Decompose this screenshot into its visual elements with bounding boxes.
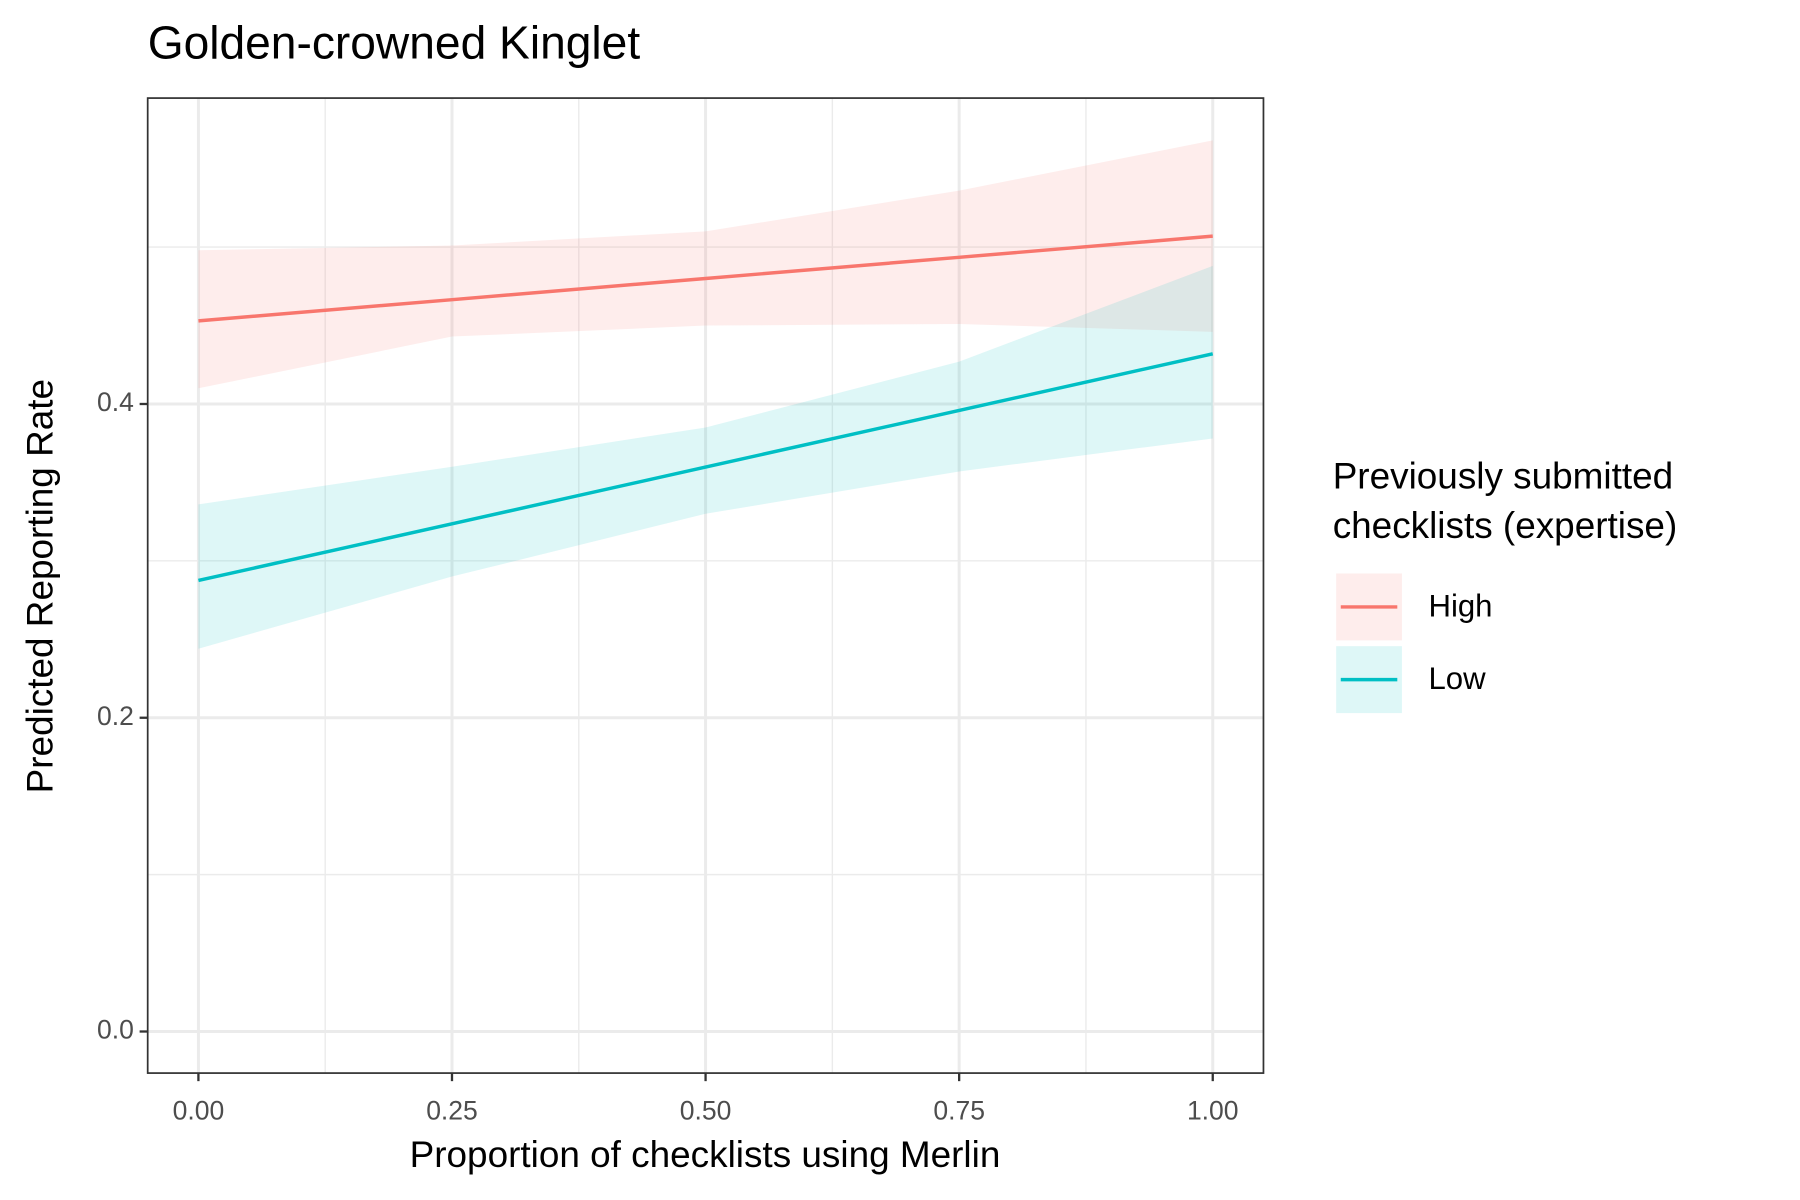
legend-label: Low: [1428, 661, 1486, 696]
line: [198, 234, 1213, 323]
legend-label: High: [1428, 588, 1492, 623]
y-tick-label: 0.2: [97, 701, 134, 731]
x-tick-label: 1.00: [1187, 1095, 1239, 1125]
x-tick-label: 0.00: [173, 1095, 225, 1125]
line: [198, 352, 1214, 583]
chart-title: Golden-crowned Kinglet: [148, 16, 641, 68]
confidence-band: [198, 140, 1213, 389]
x-tick-label: 0.50: [680, 1095, 732, 1125]
confidence-band: [198, 265, 1213, 649]
plot-border: [146, 97, 1265, 1074]
y-tick-label: 0.0: [97, 1015, 134, 1045]
legend-title: Previously submitted: [1333, 456, 1674, 497]
x-tick-label: 0.25: [426, 1095, 478, 1125]
y-tick-label: 0.4: [97, 387, 134, 417]
legend-title: checklists (expertise): [1333, 505, 1678, 546]
x-tick-label: 0.75: [933, 1095, 985, 1125]
y-axis-label: Predicted Reporting Rate: [19, 379, 60, 793]
x-axis-label: Proportion of checklists using Merlin: [410, 1134, 1001, 1175]
